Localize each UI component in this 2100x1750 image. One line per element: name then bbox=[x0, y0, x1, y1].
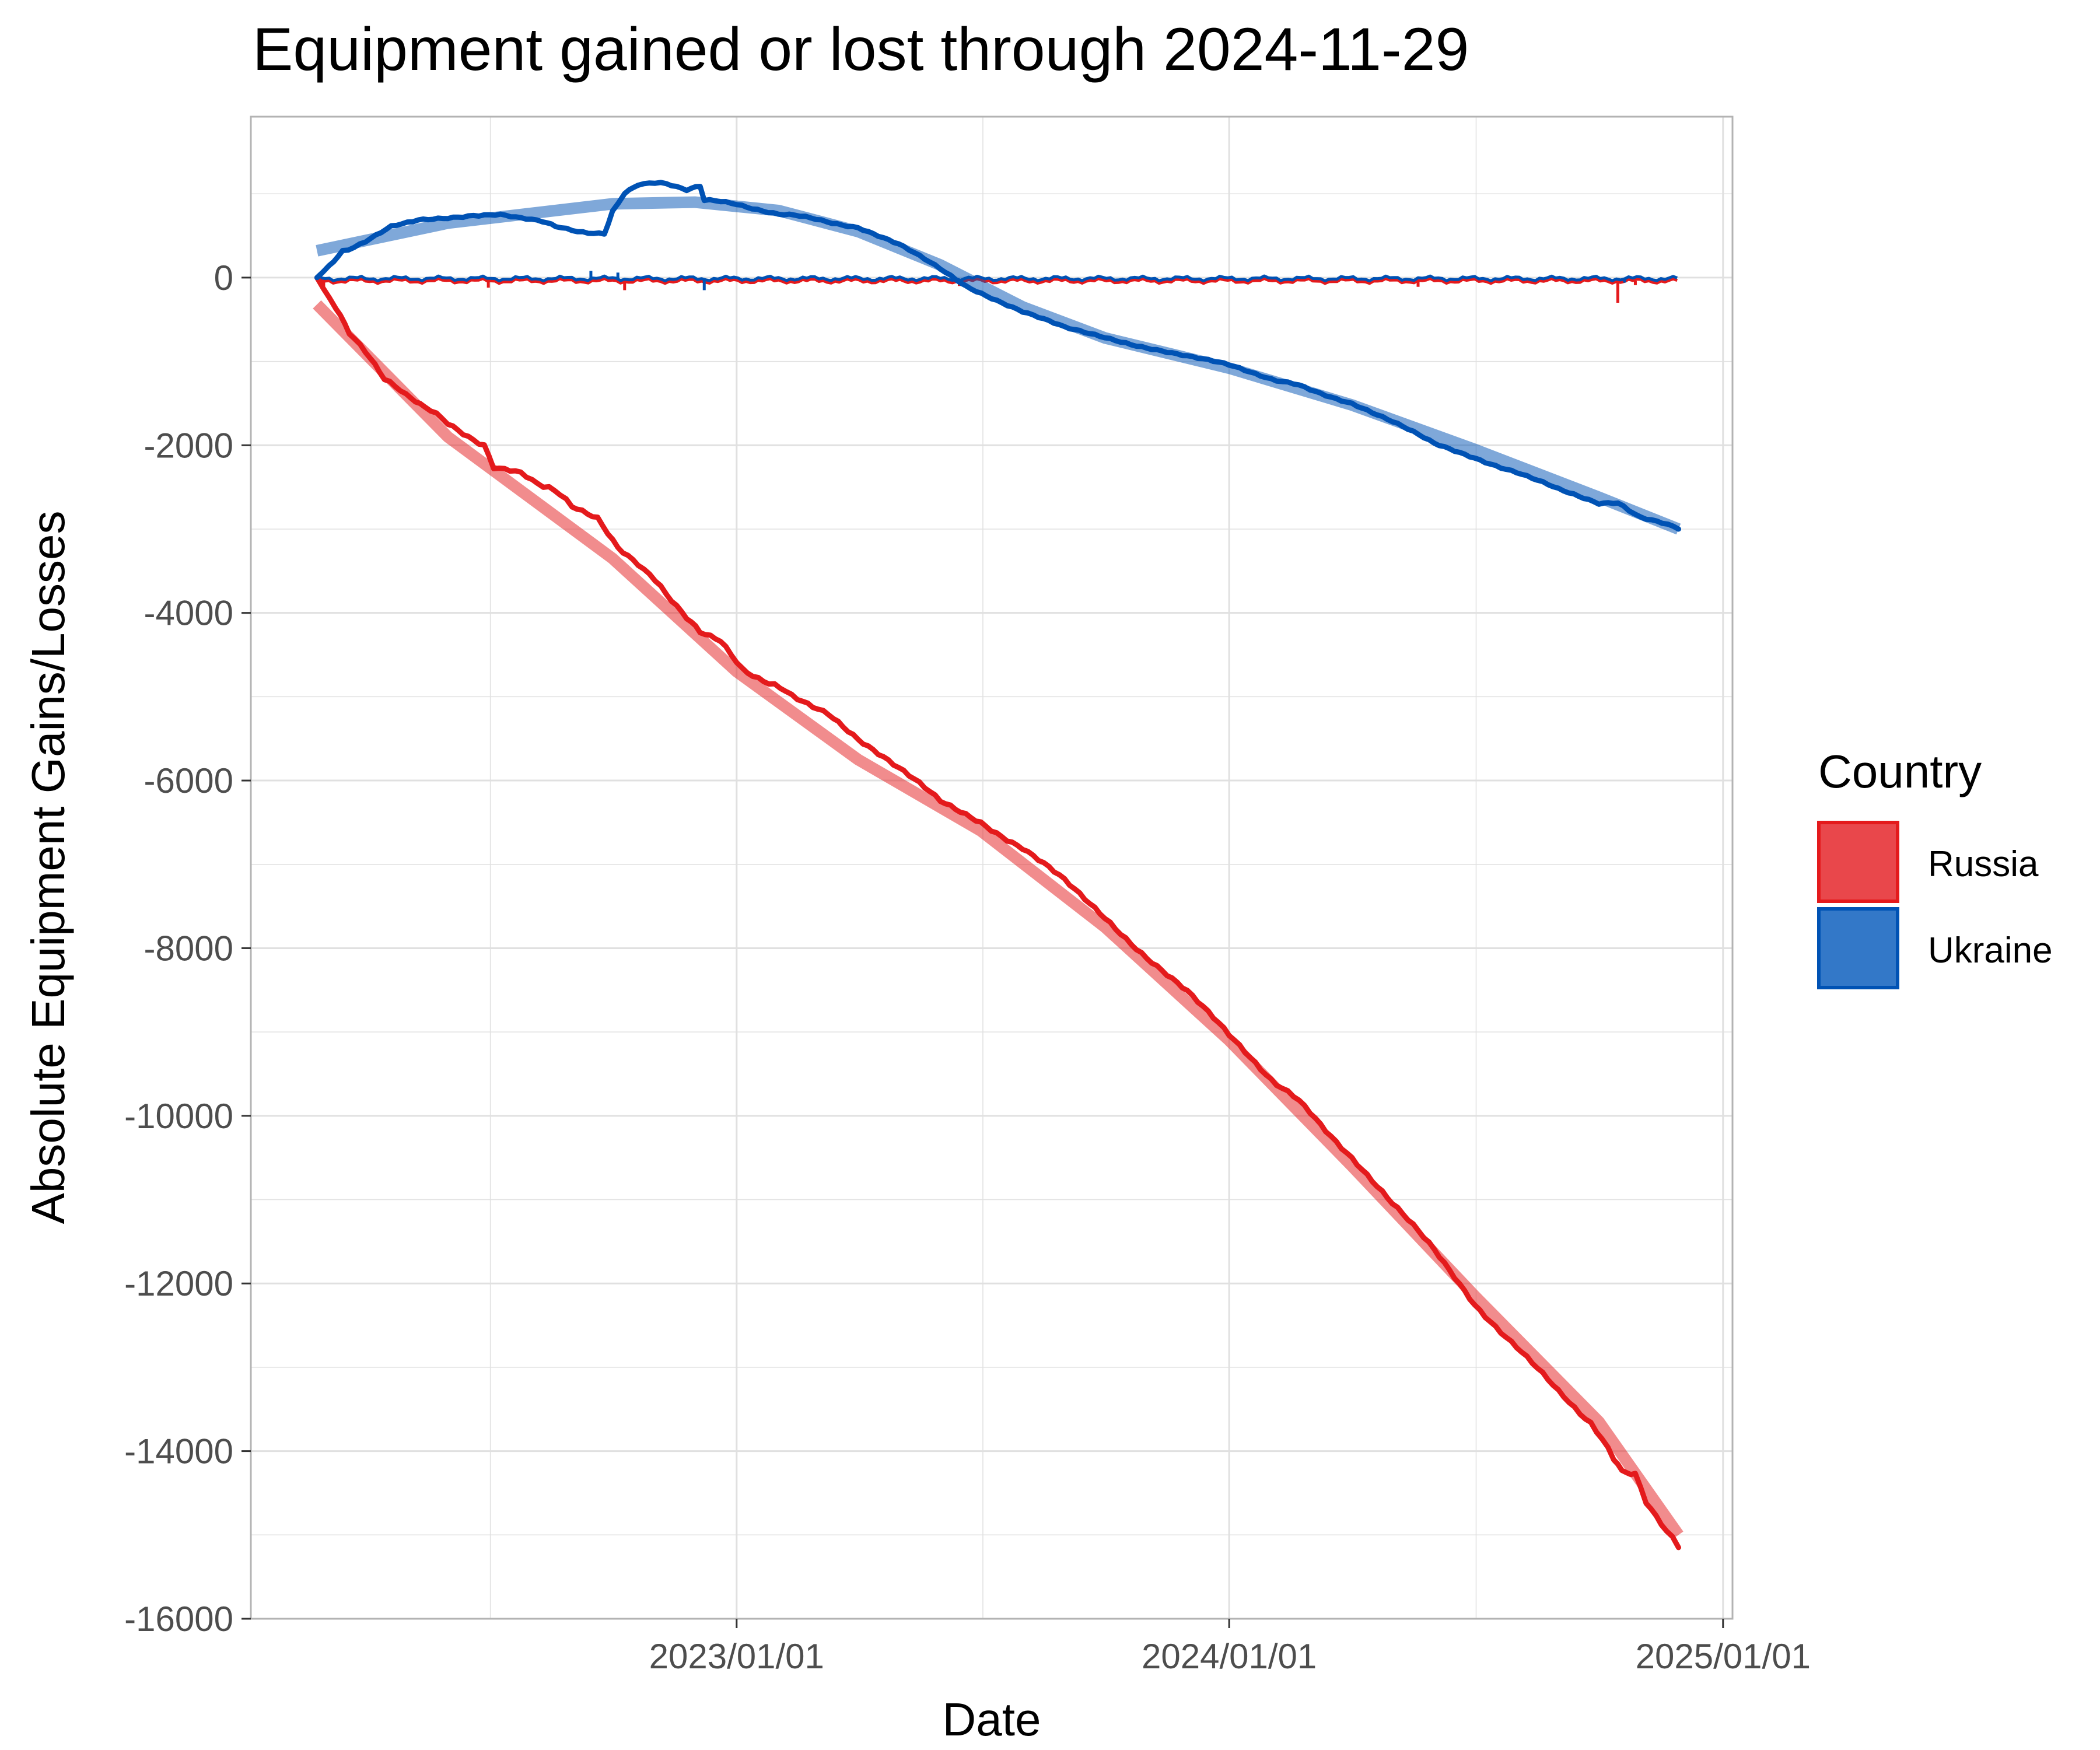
x-tick-label: 2025/01/01 bbox=[1636, 1637, 1811, 1676]
y-tick-label: -14000 bbox=[124, 1432, 233, 1471]
legend: Country Russia Ukraine bbox=[1817, 746, 2053, 989]
y-tick-label: -8000 bbox=[144, 929, 233, 968]
trend-line-russia bbox=[313, 300, 1684, 1539]
legend-swatch-russia bbox=[1817, 821, 1899, 903]
minor-grid bbox=[251, 117, 1732, 1619]
tick-labels: 0 -2000 -4000 -6000 -8000 -10000 -12000 -14000 -… bbox=[124, 258, 1811, 1676]
y-tick-label: -2000 bbox=[144, 426, 233, 465]
series-line-russia-daily bbox=[316, 276, 1678, 285]
y-tick-label: -4000 bbox=[144, 594, 233, 633]
series-line-ukraine bbox=[314, 180, 1681, 532]
series-line-russia bbox=[314, 275, 1681, 1550]
y-tick-label: -6000 bbox=[144, 761, 233, 800]
y-tick-label: 0 bbox=[214, 258, 233, 298]
chart-title: Equipment gained or lost through 2024-11… bbox=[253, 16, 1469, 83]
y-tick-label: -16000 bbox=[124, 1600, 233, 1639]
x-tick-label: 2024/01/01 bbox=[1142, 1637, 1317, 1676]
legend-title: Country bbox=[1818, 746, 1982, 797]
series-line-ukraine-daily bbox=[316, 274, 1678, 283]
axis-ticks bbox=[242, 276, 1724, 1628]
legend-label-ukraine: Ukraine bbox=[1928, 930, 2053, 971]
legend-label-russia: Russia bbox=[1928, 844, 2039, 884]
y-tick-label: -10000 bbox=[124, 1097, 233, 1136]
trend-line-ukraine bbox=[316, 196, 1681, 535]
x-axis-title: Date bbox=[943, 1693, 1041, 1745]
legend-item-ukraine: Ukraine bbox=[1817, 907, 2053, 989]
legend-swatch-ukraine bbox=[1817, 907, 1899, 989]
y-axis-title: Absolute Equipment Gains/Losses bbox=[22, 511, 74, 1224]
panel-border bbox=[250, 116, 1734, 1620]
major-grid bbox=[251, 117, 1732, 1620]
plot-area bbox=[313, 180, 1684, 1550]
y-tick-label: -12000 bbox=[124, 1264, 233, 1303]
legend-item-russia: Russia bbox=[1817, 821, 2039, 903]
x-tick-label: 2023/01/01 bbox=[649, 1637, 824, 1676]
